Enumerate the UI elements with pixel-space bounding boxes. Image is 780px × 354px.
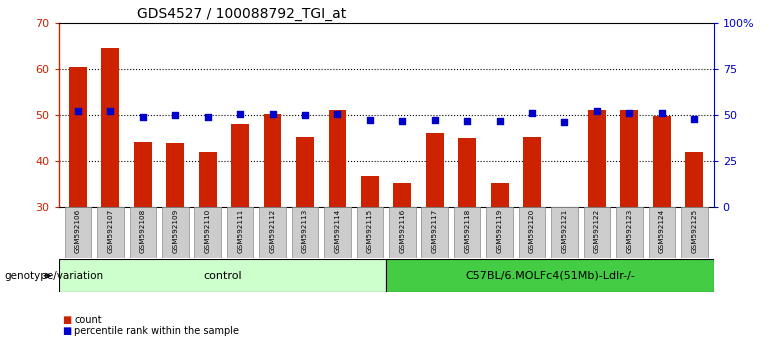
Bar (648, 207, 675, 258)
Bar (227, 207, 254, 258)
Text: control: control (203, 271, 242, 281)
Point (623, 110, 636, 116)
Point (494, 118, 506, 124)
Point (234, 112, 246, 117)
Bar (166, 143, 184, 207)
Text: GSM592106: GSM592106 (75, 209, 81, 253)
Bar (356, 207, 383, 258)
Text: GSM592108: GSM592108 (140, 209, 146, 253)
Bar (486, 207, 513, 258)
Text: ■: ■ (62, 315, 72, 325)
Bar (555, 207, 573, 224)
Text: GSM592117: GSM592117 (432, 209, 438, 253)
Text: GSM592121: GSM592121 (562, 209, 568, 253)
Text: GSM592114: GSM592114 (335, 209, 340, 253)
Bar (194, 207, 221, 258)
Text: GSM592124: GSM592124 (659, 209, 665, 253)
Bar (328, 109, 346, 207)
Bar (616, 207, 643, 258)
Point (105, 109, 117, 114)
Bar (58, 259, 386, 292)
Bar (361, 176, 379, 207)
Bar (653, 116, 671, 207)
Point (266, 111, 278, 117)
Bar (134, 142, 152, 207)
Bar (523, 137, 541, 207)
Point (396, 118, 409, 124)
Bar (324, 207, 351, 258)
Point (428, 118, 441, 123)
Text: GSM592120: GSM592120 (529, 209, 535, 253)
Bar (426, 132, 444, 207)
Bar (588, 110, 606, 207)
Point (590, 109, 603, 114)
Bar (686, 152, 703, 207)
Text: GSM592109: GSM592109 (172, 209, 179, 253)
Bar (259, 207, 286, 258)
Bar (681, 207, 707, 258)
Bar (393, 183, 411, 207)
Text: GSM592123: GSM592123 (626, 209, 633, 253)
Point (332, 111, 344, 116)
Point (299, 112, 311, 118)
Bar (162, 207, 189, 258)
Bar (65, 207, 91, 258)
Point (655, 110, 668, 116)
Bar (583, 207, 610, 258)
Bar (386, 259, 714, 292)
Bar (296, 137, 314, 207)
Bar (129, 207, 156, 258)
Point (201, 114, 214, 120)
Bar (454, 207, 480, 258)
Text: C57BL/6.MOLFc4(51Mb)-Ldlr-/-: C57BL/6.MOLFc4(51Mb)-Ldlr-/- (465, 271, 635, 281)
Text: GSM592110: GSM592110 (204, 209, 211, 253)
Bar (459, 138, 476, 207)
Bar (264, 114, 282, 207)
Text: count: count (74, 315, 101, 325)
Text: percentile rank within the sample: percentile rank within the sample (74, 326, 239, 336)
Point (461, 118, 473, 124)
Bar (97, 207, 124, 258)
Text: genotype/variation: genotype/variation (4, 271, 103, 281)
Bar (389, 207, 416, 258)
Bar (620, 109, 638, 207)
Text: GSM592107: GSM592107 (108, 209, 113, 253)
Text: ■: ■ (62, 326, 72, 336)
Point (526, 110, 538, 116)
Text: GSM592112: GSM592112 (270, 209, 275, 253)
Bar (519, 207, 545, 258)
Point (136, 114, 149, 120)
Point (688, 116, 700, 121)
Text: GSM592113: GSM592113 (302, 209, 308, 253)
Text: GSM592125: GSM592125 (691, 209, 697, 253)
Bar (199, 152, 217, 207)
Text: GSM592119: GSM592119 (497, 209, 502, 253)
Bar (69, 67, 87, 207)
Text: GDS4527 / 100088792_TGI_at: GDS4527 / 100088792_TGI_at (137, 7, 346, 21)
Bar (101, 48, 119, 207)
Text: GSM592115: GSM592115 (367, 209, 373, 253)
Point (169, 112, 182, 118)
Text: GSM592122: GSM592122 (594, 209, 600, 253)
Bar (292, 207, 318, 258)
Point (363, 118, 376, 123)
Bar (231, 124, 249, 207)
Point (72, 109, 84, 114)
Text: GSM592116: GSM592116 (399, 209, 406, 253)
Text: GSM592111: GSM592111 (237, 209, 243, 253)
Bar (551, 207, 578, 258)
Bar (491, 183, 509, 207)
Point (558, 120, 571, 125)
Text: GSM592118: GSM592118 (464, 209, 470, 253)
Bar (421, 207, 448, 258)
